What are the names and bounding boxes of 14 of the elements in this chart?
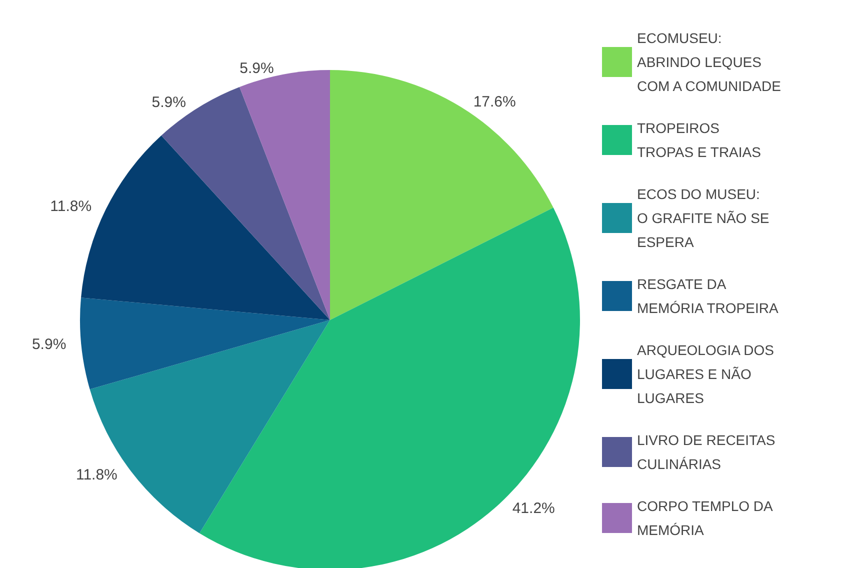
legend-label: RESGATE DA MEMÓRIA TROPEIRA xyxy=(637,276,779,316)
data-label: 5.9% xyxy=(32,336,66,353)
data-label: 17.6% xyxy=(473,94,516,111)
legend-label: LIVRO DE RECEITAS CULINÁRIAS xyxy=(637,432,776,472)
legend-label: ECOS DO MUSEU: O GRAFITE NÃO SE ESPERA xyxy=(637,186,770,250)
legend-label: ECOMUSEU: ABRINDO LEQUES COM A COMUNIDADE xyxy=(637,30,781,94)
legend-label: ARQUEOLOGIA DOS LUGARES E NÃO LUGARES xyxy=(637,342,774,406)
data-label: 11.8% xyxy=(50,198,92,215)
data-label: 5.9% xyxy=(152,94,186,111)
data-label: 11.8% xyxy=(76,466,118,484)
legend-label: CORPO TEMPLO DA MEMÓRIA xyxy=(637,498,774,538)
data-label: 5.9% xyxy=(240,60,274,77)
data-label: 41.2% xyxy=(512,500,555,517)
legend-label: TROPEIROS TROPAS E TRAIAS xyxy=(637,120,761,160)
